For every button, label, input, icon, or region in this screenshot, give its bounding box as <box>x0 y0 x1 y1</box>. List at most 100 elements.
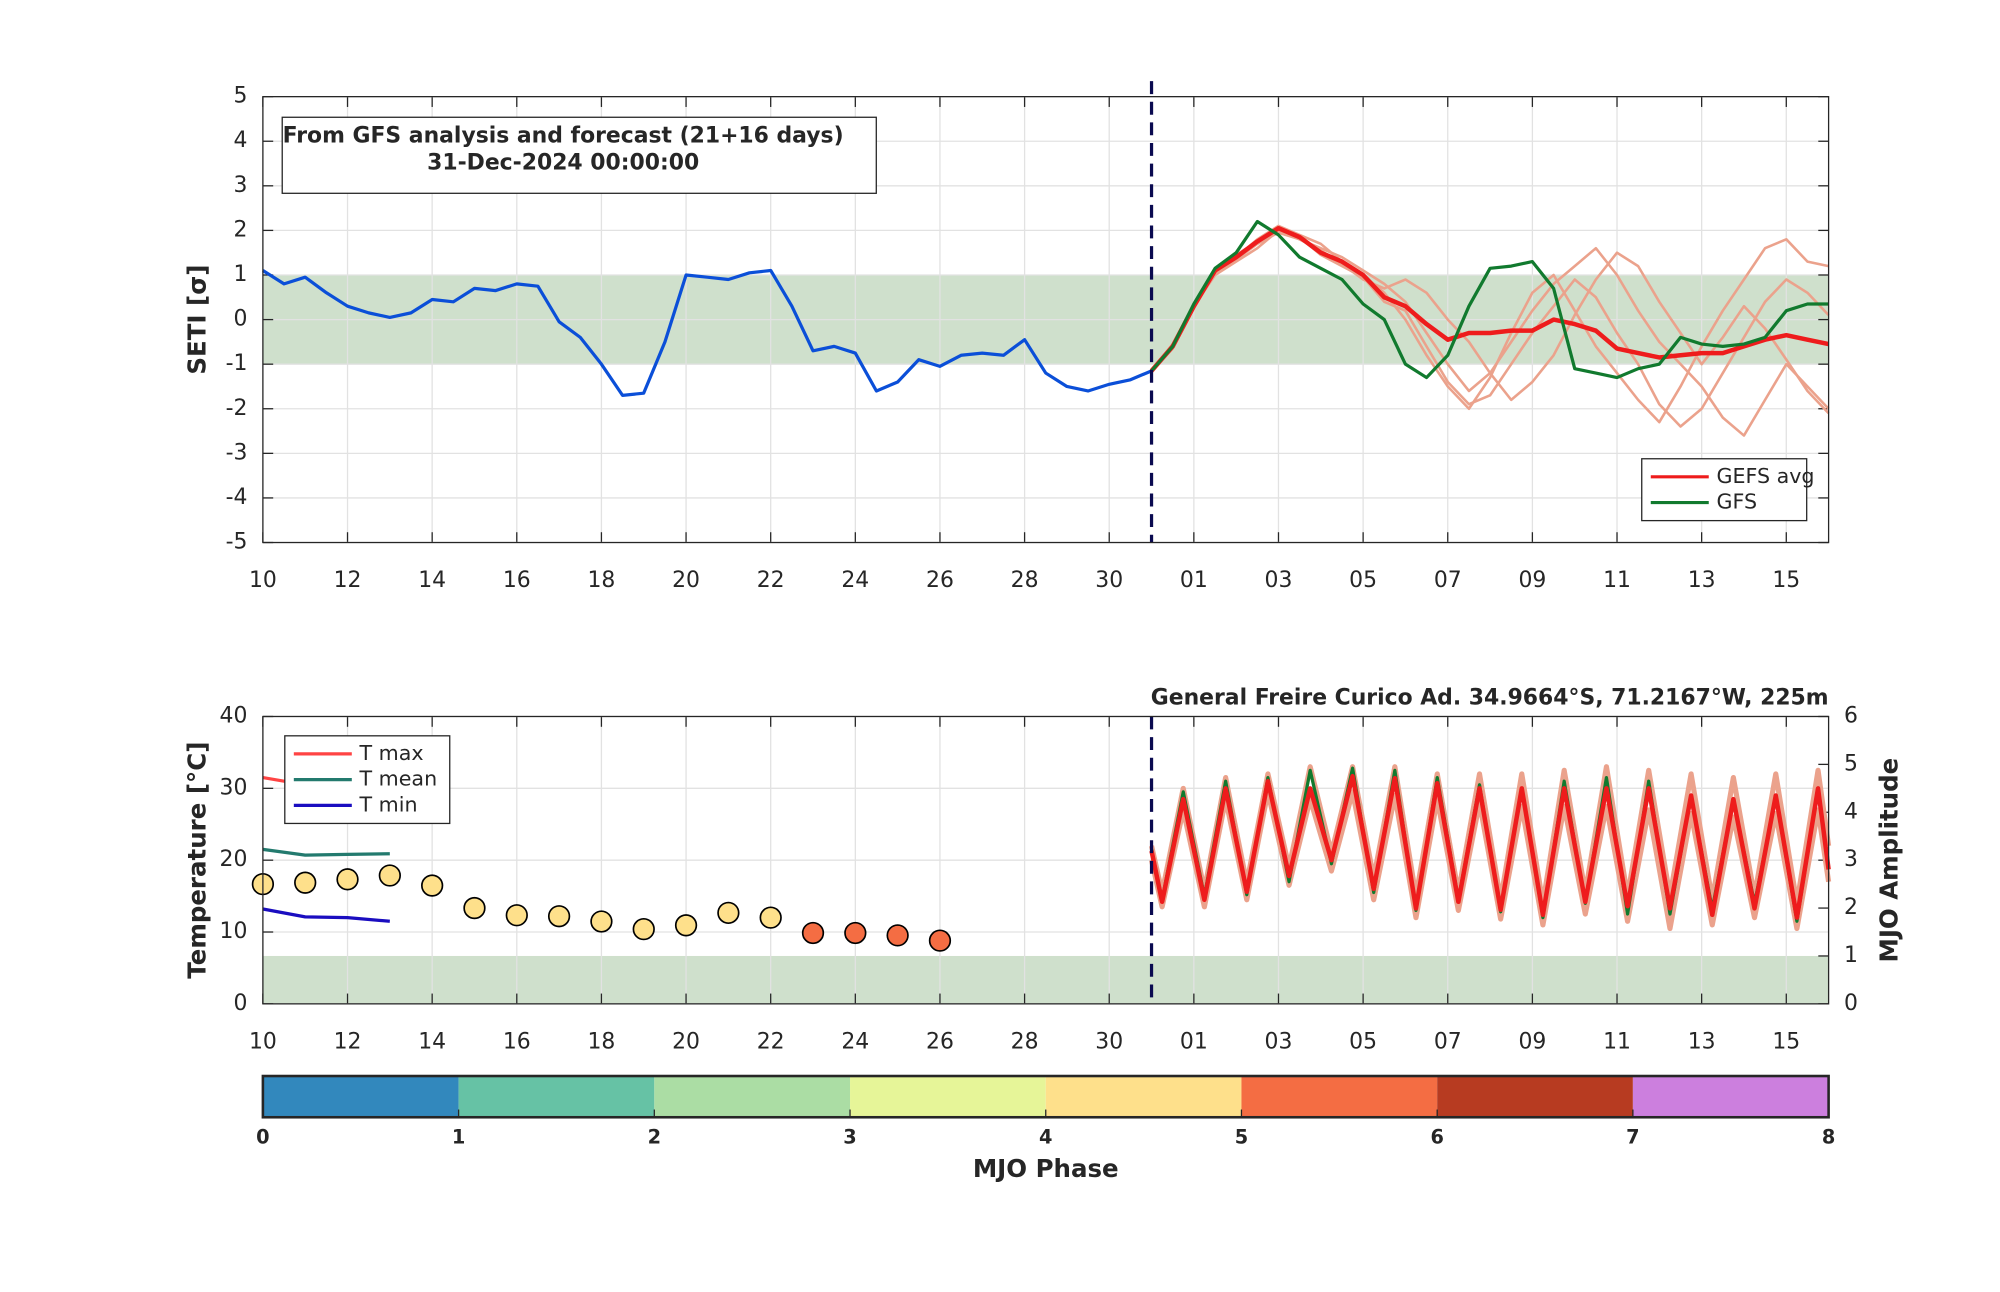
x-tick-label: 09 <box>1518 568 1546 593</box>
x-tick-label: 28 <box>1011 1030 1039 1055</box>
series-line <box>1149 773 1831 920</box>
series-line <box>1149 225 1830 373</box>
x-tick-label: 15 <box>1772 1030 1800 1055</box>
x-tick-label: 16 <box>503 568 531 593</box>
y-tick-label: -2 <box>226 396 248 421</box>
x-tick-label: 30 <box>1095 1030 1123 1055</box>
y-tick-label: 2 <box>233 217 247 242</box>
x-tick-label: 07 <box>1434 1030 1462 1055</box>
mjo-point <box>378 864 401 887</box>
y2-tick-label: 6 <box>1844 703 1858 728</box>
colorbar-segment <box>850 1076 1046 1118</box>
x-tick-label: 26 <box>926 1030 954 1055</box>
x-tick-label: 05 <box>1349 568 1377 593</box>
x-tick-label: 09 <box>1518 1030 1546 1055</box>
mjo-point <box>590 910 613 933</box>
y-tick-label: 4 <box>233 128 247 153</box>
x-tick-label: 18 <box>587 1030 615 1055</box>
x-tick-label: 28 <box>1011 568 1039 593</box>
mjo-point <box>674 914 698 937</box>
x-tick-label: 10 <box>249 568 277 593</box>
colorbar-segment <box>1045 1076 1242 1118</box>
x-tick-label: 14 <box>418 568 446 593</box>
y-tick-label: 0 <box>233 307 247 332</box>
x-tick-label: 26 <box>926 568 954 593</box>
x-tick-label: 30 <box>1095 568 1123 593</box>
mjo-point <box>463 896 486 920</box>
y2-axis-label: MJO Amplitude <box>1874 758 1903 963</box>
x-tick-label: 07 <box>1434 568 1462 593</box>
y2-tick-label: 3 <box>1844 847 1858 872</box>
axes-frame <box>262 715 1830 1005</box>
legend-label: T max <box>359 741 424 765</box>
x-tick-label: 11 <box>1603 1030 1631 1055</box>
y-tick-label: 1 <box>233 262 247 287</box>
x-tick-label: 10 <box>249 1030 277 1055</box>
y-tick-label: 40 <box>220 703 248 728</box>
colorbar-tick-label: 0 <box>256 1125 269 1148</box>
x-tick-label: 15 <box>1772 568 1800 593</box>
x-tick-label: 22 <box>757 1030 785 1055</box>
x-tick-label: 11 <box>1603 568 1631 593</box>
colorbar-segment <box>1241 1076 1438 1118</box>
x-tick-label: 01 <box>1180 568 1208 593</box>
mjo-point <box>547 905 571 928</box>
colorbar-tick-label: 4 <box>1039 1125 1052 1148</box>
x-tick-label: 16 <box>503 1030 531 1055</box>
annotation-text: From GFS analysis and forecast (21+16 da… <box>283 124 844 149</box>
x-tick-label: 22 <box>757 568 785 593</box>
y-tick-label: -1 <box>226 351 248 376</box>
colorbar-segment <box>458 1076 655 1118</box>
y-tick-label: -4 <box>226 485 248 510</box>
mjo-point <box>928 929 952 952</box>
x-tick-label: 03 <box>1265 568 1293 593</box>
x-tick-label: 01 <box>1180 1030 1208 1055</box>
colorbar-tick-label: 1 <box>452 1125 465 1148</box>
y-tick-label: -5 <box>226 530 248 555</box>
legend-label: GFS <box>1716 490 1757 514</box>
y-axis-label: Temperature [°C] <box>182 742 211 979</box>
y2-tick-label: 4 <box>1844 799 1858 824</box>
station-label: General Freire Curico Ad. 34.9664°S, 71.… <box>1151 685 1829 710</box>
y-tick-label: 0 <box>233 991 247 1016</box>
y-tick-label: 20 <box>220 847 248 872</box>
y-tick-label: 10 <box>220 919 248 944</box>
axes-frame <box>262 96 1830 544</box>
legend-box <box>1641 458 1808 522</box>
colorbar-segment <box>1437 1076 1633 1118</box>
colorbar-tick-label: 8 <box>1822 1125 1835 1148</box>
legend-label: GEFS avg <box>1716 464 1814 488</box>
mjo-point <box>294 871 317 894</box>
y-tick-label: 3 <box>233 173 247 198</box>
annotation-box <box>281 116 877 194</box>
x-tick-label: 20 <box>672 568 700 593</box>
mjo-point <box>632 917 655 941</box>
x-tick-label: 13 <box>1688 1030 1716 1055</box>
mjo-point <box>505 904 528 927</box>
series-line <box>262 268 1153 397</box>
shade-band <box>262 955 1829 1004</box>
mjo-point <box>844 921 867 945</box>
x-tick-label: 18 <box>587 568 615 593</box>
x-tick-label: 13 <box>1688 568 1716 593</box>
y-tick-label: 5 <box>233 84 247 109</box>
y2-tick-label: 0 <box>1844 991 1858 1016</box>
x-tick-label: 24 <box>841 568 869 593</box>
x-tick-label: 03 <box>1265 1030 1293 1055</box>
legend-label: T min <box>359 792 418 816</box>
x-tick-label: 14 <box>418 1030 446 1055</box>
mjo-point <box>717 901 740 925</box>
x-tick-label: 20 <box>672 1030 700 1055</box>
mjo-point <box>886 924 909 947</box>
colorbar-tick-label: 3 <box>843 1125 856 1148</box>
x-tick-label: 24 <box>841 1030 869 1055</box>
y2-tick-label: 2 <box>1844 895 1858 920</box>
colorbar-segment <box>654 1076 851 1118</box>
colorbar-segment <box>262 1076 459 1118</box>
colorbar-tick-label: 5 <box>1235 1125 1248 1148</box>
series-line <box>262 847 390 857</box>
y-axis-label: SETI [σ] <box>182 265 211 375</box>
mjo-point <box>801 921 825 945</box>
mjo-point <box>759 906 782 929</box>
